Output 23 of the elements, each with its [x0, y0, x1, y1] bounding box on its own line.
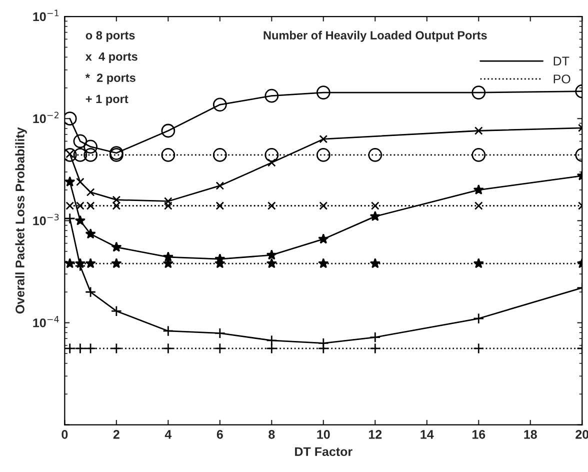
- x-tick-label: 6: [216, 430, 223, 439]
- x-tick-label: 4: [164, 430, 172, 439]
- x-tick-label: 10: [317, 430, 330, 439]
- x-tick-label: 14: [420, 430, 434, 439]
- annotation: x 4 ports: [85, 52, 138, 64]
- legend-label: PO: [554, 74, 570, 84]
- x-tick-label: 18: [524, 430, 537, 439]
- x-axis-title: DT Factor: [295, 447, 352, 456]
- y-axis-title: Overall Packet Loss Probability: [15, 127, 27, 314]
- x-tick-label: 12: [368, 430, 382, 439]
- y-tick-label: 10$^{−4}$: [33, 316, 59, 328]
- annotation: o 8 ports: [86, 31, 135, 42]
- y-tick-label: 10$^{−3}$: [33, 214, 59, 226]
- x-tick-label: 8: [268, 430, 275, 439]
- annotation: Number of Heavily Loaded Output Ports: [264, 30, 487, 42]
- x-tick-label: 0: [62, 430, 68, 439]
- y-tick-label: 10$^{−2}$: [33, 112, 58, 124]
- x-tick-label: 16: [472, 430, 486, 439]
- legend-label: DT: [554, 56, 570, 66]
- annotation: + 1 port: [86, 94, 128, 106]
- y-tick-label: 10$^{−1}$: [33, 10, 59, 22]
- x-tick-label: 2: [113, 430, 120, 439]
- annotation: * 2 ports: [85, 74, 136, 84]
